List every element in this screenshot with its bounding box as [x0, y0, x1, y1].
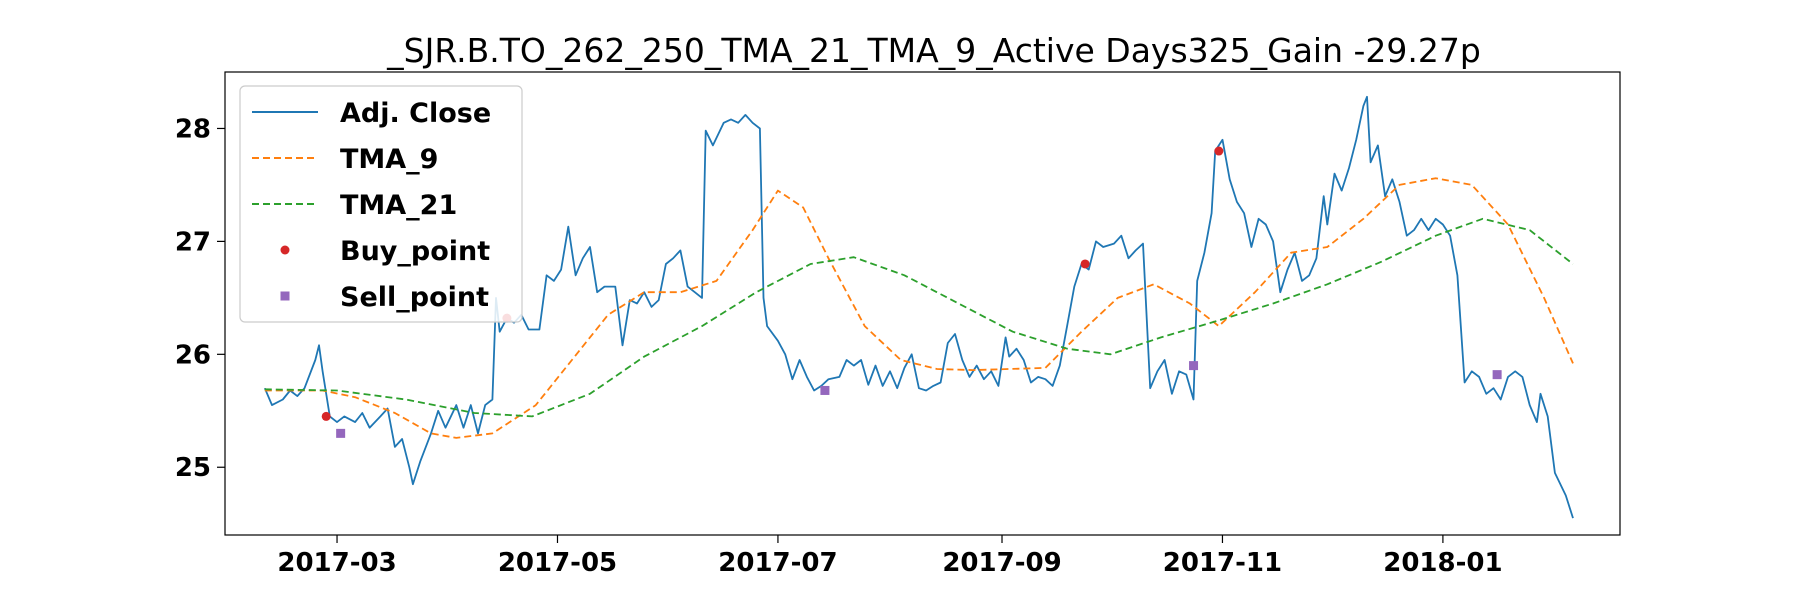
- legend: Adj. Close TMA_9 TMA_21 Buy_point Sell_point: [239, 85, 523, 323]
- marker-layer: [321, 146, 1502, 438]
- sell-point-marker: [1492, 370, 1502, 380]
- x-tick-label: 2017-05: [498, 548, 617, 578]
- x-tick-label: 2017-09: [942, 548, 1061, 578]
- legend-swatch-buy-point: [280, 245, 290, 255]
- y-tick-label: 26: [175, 340, 211, 370]
- x-tick-label: 2017-11: [1163, 548, 1282, 578]
- x-tick-label: 2017-03: [277, 548, 396, 578]
- y-tick-label: 27: [175, 227, 211, 257]
- legend-label-buy-point: Buy_point: [340, 236, 490, 267]
- series-line-tma-21: [264, 217, 1574, 418]
- buy-point-marker: [321, 411, 331, 421]
- x-tick-label: 2018-01: [1383, 548, 1502, 578]
- sell-point-marker: [820, 385, 830, 395]
- legend-box: [239, 85, 523, 323]
- legend-swatch-sell-point: [280, 291, 290, 301]
- sell-point-marker: [1189, 361, 1199, 371]
- legend-label-tma-21: TMA_21: [340, 190, 457, 221]
- legend-label-adj-close: Adj. Close: [340, 98, 491, 129]
- legend-label-tma-9: TMA_9: [340, 144, 438, 175]
- series-layer: [263, 95, 1574, 519]
- sell-point-marker: [336, 428, 346, 438]
- chart-title: _SJR.B.TO_262_250_TMA_21_TMA_9_Active Da…: [386, 31, 1481, 70]
- y-axis: 25 26 27 28: [175, 114, 225, 483]
- y-tick-label: 28: [175, 114, 211, 144]
- x-axis: 2017-03 2017-05 2017-07 2017-09 2017-11 2018-…: [277, 535, 1503, 578]
- series-line-tma-9: [264, 177, 1574, 439]
- legend-label-sell-point: Sell_point: [340, 282, 489, 313]
- x-tick-label: 2017-07: [718, 548, 837, 578]
- buy-point-marker: [1080, 259, 1090, 269]
- buy-point-marker: [1214, 146, 1224, 156]
- y-tick-label: 25: [175, 453, 211, 483]
- series-line-adj-close: [263, 95, 1574, 519]
